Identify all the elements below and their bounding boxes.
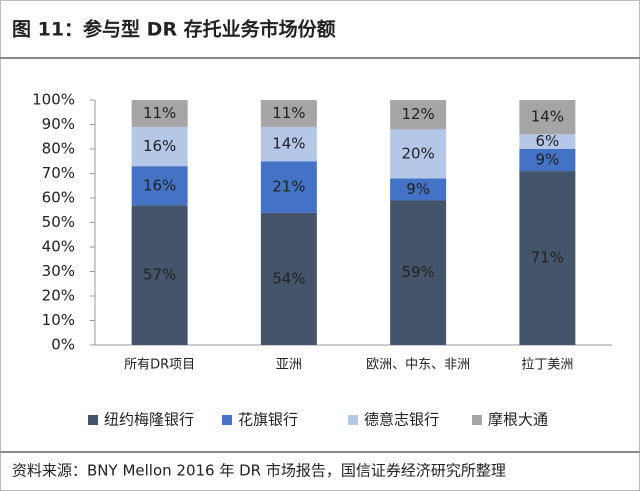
data-label: 12%	[401, 105, 434, 123]
data-label: 14%	[272, 135, 305, 153]
bar-segment	[519, 100, 576, 135]
bar-segment	[260, 126, 317, 162]
data-label: 59%	[401, 263, 434, 281]
y-tick-label: 90%	[42, 115, 75, 133]
chart-title: 图 11：参与型 DR 存托业务市场份额	[12, 18, 336, 41]
data-label: 6%	[535, 132, 559, 150]
bar-segment	[131, 205, 188, 345]
bar-segment	[519, 171, 576, 345]
legend-swatch	[348, 415, 358, 425]
bar-segment	[260, 161, 317, 213]
bar-segment	[260, 100, 317, 127]
legend-label: 摩根大通	[488, 411, 548, 429]
data-label: 20%	[401, 144, 434, 162]
bar-segment	[390, 100, 447, 130]
legend-swatch	[88, 415, 98, 425]
data-label: 9%	[406, 180, 430, 198]
data-label: 16%	[143, 137, 176, 155]
x-tick-label: 拉丁美洲	[521, 358, 573, 373]
legend-label: 德意志银行	[364, 411, 439, 429]
bar-segment	[390, 178, 447, 201]
data-label: 11%	[272, 104, 305, 122]
bar-segment	[260, 212, 317, 345]
y-tick-label: 40%	[42, 238, 75, 256]
data-label: 14%	[531, 108, 564, 126]
data-label: 9%	[535, 151, 559, 169]
bar-segment	[390, 129, 447, 179]
y-tick-label: 100%	[32, 91, 75, 109]
y-tick-label: 20%	[42, 287, 75, 305]
y-tick-label: 80%	[42, 140, 75, 158]
data-label: 16%	[143, 176, 176, 194]
bar-segment	[390, 200, 447, 345]
legend-label: 花旗银行	[238, 411, 298, 429]
legend-label: 纽约梅隆银行	[104, 411, 194, 429]
y-tick-label: 70%	[42, 164, 75, 182]
y-tick-label: 30%	[42, 262, 75, 280]
bar-segment	[131, 100, 188, 127]
x-tick-label: 所有DR项目	[124, 358, 195, 373]
data-label: 71%	[531, 249, 564, 267]
y-tick-label: 10%	[42, 311, 75, 329]
x-tick-label: 欧洲、中东、非洲	[366, 358, 470, 373]
y-tick-label: 0%	[51, 336, 75, 354]
legend-swatch	[222, 415, 232, 425]
legend-swatch	[472, 415, 482, 425]
bar-segment	[131, 166, 188, 206]
bar-segment	[519, 149, 576, 172]
y-tick-label: 50%	[42, 213, 75, 231]
x-tick-label: 亚洲	[276, 358, 302, 373]
data-label: 57%	[143, 266, 176, 284]
bar-segment	[131, 126, 188, 167]
bar-segment	[519, 134, 576, 149]
data-label: 54%	[272, 269, 305, 287]
y-tick-label: 60%	[42, 189, 75, 207]
data-label: 11%	[143, 104, 176, 122]
data-label: 21%	[272, 177, 305, 195]
source: 资料来源：BNY Mellon 2016 年 DR 市场报告，国信证券经济研究所…	[12, 462, 506, 480]
